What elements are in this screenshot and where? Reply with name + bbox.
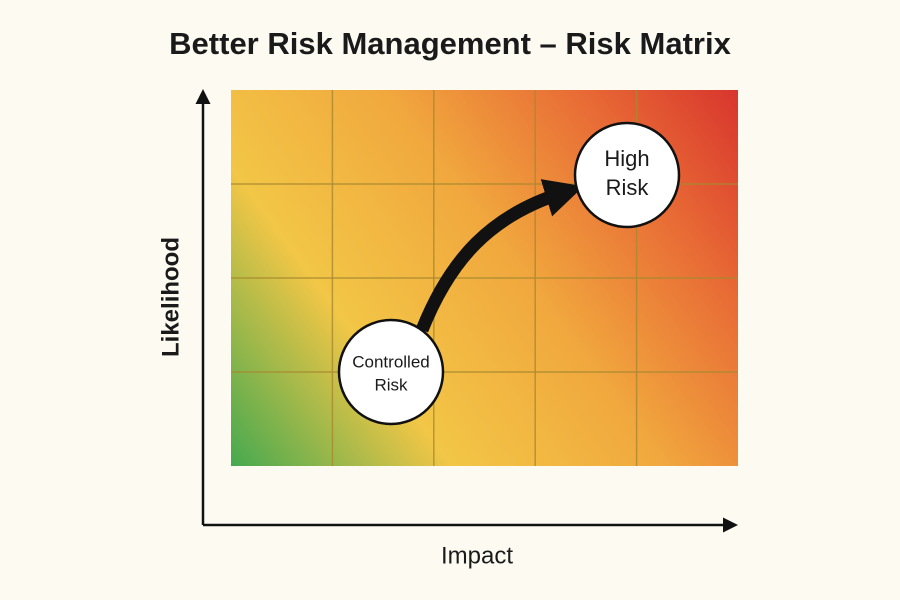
high-risk-node	[573, 121, 681, 229]
node-label: Risk	[606, 175, 650, 200]
x-axis-label: Impact	[441, 542, 513, 569]
risk-arrow	[415, 179, 584, 333]
node-label: Controlled	[352, 352, 430, 371]
controlled-risk-node	[337, 318, 445, 426]
y-axis-label: Likelihood	[157, 237, 184, 357]
title: Better Risk Management – Risk Matrix	[169, 26, 731, 61]
node-label: Risk	[374, 375, 408, 394]
node-label: High	[604, 146, 649, 171]
matrix-grid	[231, 90, 738, 466]
